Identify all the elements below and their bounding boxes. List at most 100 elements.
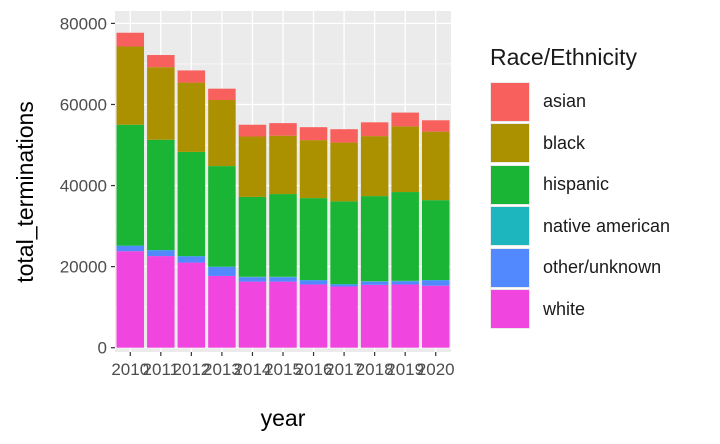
bars xyxy=(116,32,450,348)
legend-items: asian black hispanic native american other/u… xyxy=(490,81,715,330)
x-axis: 2010201120122013201420152016201720182019… xyxy=(111,352,455,379)
legend-key xyxy=(490,81,530,122)
bar-asian-2011 xyxy=(147,55,175,68)
x-tick-label: 2012 xyxy=(172,360,210,379)
bar-asian-2019 xyxy=(391,112,419,127)
y-axis-title: total_terminations xyxy=(12,101,38,283)
y-tick-label: 80000 xyxy=(60,14,107,33)
bar-other-unknown-2016 xyxy=(299,280,328,285)
bar-asian-2010 xyxy=(116,32,145,47)
legend-label: other/unknown xyxy=(543,257,662,278)
bar-hispanic-2015 xyxy=(269,194,297,277)
bar-other-unknown-2018 xyxy=(360,281,389,285)
legend-item-white: white xyxy=(490,289,715,331)
bar-white-2018 xyxy=(360,284,389,348)
legend-label: hispanic xyxy=(543,174,610,195)
bar-white-2010 xyxy=(116,251,145,348)
bar-white-2015 xyxy=(269,281,297,348)
bar-hispanic-2017 xyxy=(330,201,358,285)
bar-asian-2020 xyxy=(421,120,450,132)
x-axis-title: year xyxy=(261,405,306,431)
bar-hispanic-2012 xyxy=(177,151,206,257)
legend-label: black xyxy=(543,132,586,153)
bar-black-2015 xyxy=(269,135,297,195)
bar-white-2014 xyxy=(238,281,267,348)
x-tick-label: 2018 xyxy=(356,360,394,379)
bar-asian-2012 xyxy=(177,70,206,83)
bar-black-2018 xyxy=(360,136,389,197)
bar-hispanic-2013 xyxy=(208,166,236,267)
bar-asian-2015 xyxy=(269,123,297,136)
y-tick-label: 0 xyxy=(98,339,107,358)
bar-black-2013 xyxy=(208,100,236,167)
bar-white-2011 xyxy=(147,256,175,348)
bar-white-2012 xyxy=(177,262,206,348)
x-tick-label: 2010 xyxy=(111,360,149,379)
y-tick-label: 20000 xyxy=(60,258,107,277)
bar-white-2017 xyxy=(330,286,358,348)
bar-hispanic-2016 xyxy=(299,198,328,281)
bar-black-2011 xyxy=(147,67,175,140)
x-tick-label: 2015 xyxy=(264,360,302,379)
bar-other-unknown-2017 xyxy=(330,284,358,287)
bar-hispanic-2011 xyxy=(147,139,175,251)
x-tick-label: 2016 xyxy=(295,360,333,379)
bar-other-unknown-2012 xyxy=(177,256,206,263)
bar-hispanic-2010 xyxy=(116,124,145,246)
legend-label: native american xyxy=(543,215,671,236)
legend-title: Race/Ethnicity xyxy=(490,44,638,70)
x-tick-label: 2020 xyxy=(417,360,455,379)
legend-label: white xyxy=(543,298,586,319)
bar-other-unknown-2015 xyxy=(269,277,297,282)
bar-white-2016 xyxy=(299,284,328,348)
bar-hispanic-2020 xyxy=(421,200,450,281)
bar-black-2012 xyxy=(177,82,206,152)
legend-item-native-american: native american xyxy=(490,206,715,248)
legend-swatch xyxy=(491,290,529,329)
bar-other-unknown-2019 xyxy=(391,281,419,285)
bar-black-2016 xyxy=(299,140,328,199)
legend-key xyxy=(490,164,530,205)
bar-black-2020 xyxy=(421,131,450,201)
legend-key xyxy=(490,247,530,288)
legend-item-asian: asian xyxy=(490,81,715,123)
bar-asian-2013 xyxy=(208,88,236,101)
x-tick-label: 2013 xyxy=(203,360,241,379)
x-tick-label: 2017 xyxy=(325,360,363,379)
legend-label: asian xyxy=(543,91,587,112)
bar-black-2019 xyxy=(391,126,419,193)
bar-other-unknown-2011 xyxy=(147,250,175,257)
bar-asian-2017 xyxy=(330,129,358,143)
x-tick-label: 2019 xyxy=(386,360,424,379)
bar-other-unknown-2020 xyxy=(421,280,450,286)
bar-black-2010 xyxy=(116,46,145,125)
legend-swatch xyxy=(491,207,529,246)
y-tick-label: 60000 xyxy=(60,95,107,114)
bar-hispanic-2019 xyxy=(391,192,419,281)
legend-item-black: black xyxy=(490,123,715,165)
legend-key xyxy=(490,123,530,164)
bar-asian-2014 xyxy=(238,124,267,137)
bar-asian-2016 xyxy=(299,127,328,141)
x-tick-label: 2011 xyxy=(143,360,180,379)
bar-other-unknown-2014 xyxy=(238,277,267,282)
legend-item-other-unknown: other/unknown xyxy=(490,247,715,289)
bar-black-2017 xyxy=(330,142,358,202)
legend-swatch xyxy=(491,248,529,287)
legend-item-hispanic: hispanic xyxy=(490,164,715,206)
bar-hispanic-2018 xyxy=(360,196,389,282)
legend-swatch xyxy=(491,82,529,121)
legend-key xyxy=(490,206,530,247)
x-tick-label: 2014 xyxy=(234,360,272,379)
y-axis: 0 20000 40000 60000 80000 xyxy=(60,14,115,358)
bar-black-2014 xyxy=(238,136,267,197)
y-tick-label: 40000 xyxy=(60,177,107,196)
bar-other-unknown-2010 xyxy=(116,245,145,252)
legend-swatch xyxy=(491,165,529,204)
bar-hispanic-2014 xyxy=(238,196,267,277)
legend-swatch xyxy=(491,124,529,163)
bar-white-2020 xyxy=(421,285,450,348)
bar-asian-2018 xyxy=(360,122,389,137)
bar-other-unknown-2013 xyxy=(208,267,236,276)
